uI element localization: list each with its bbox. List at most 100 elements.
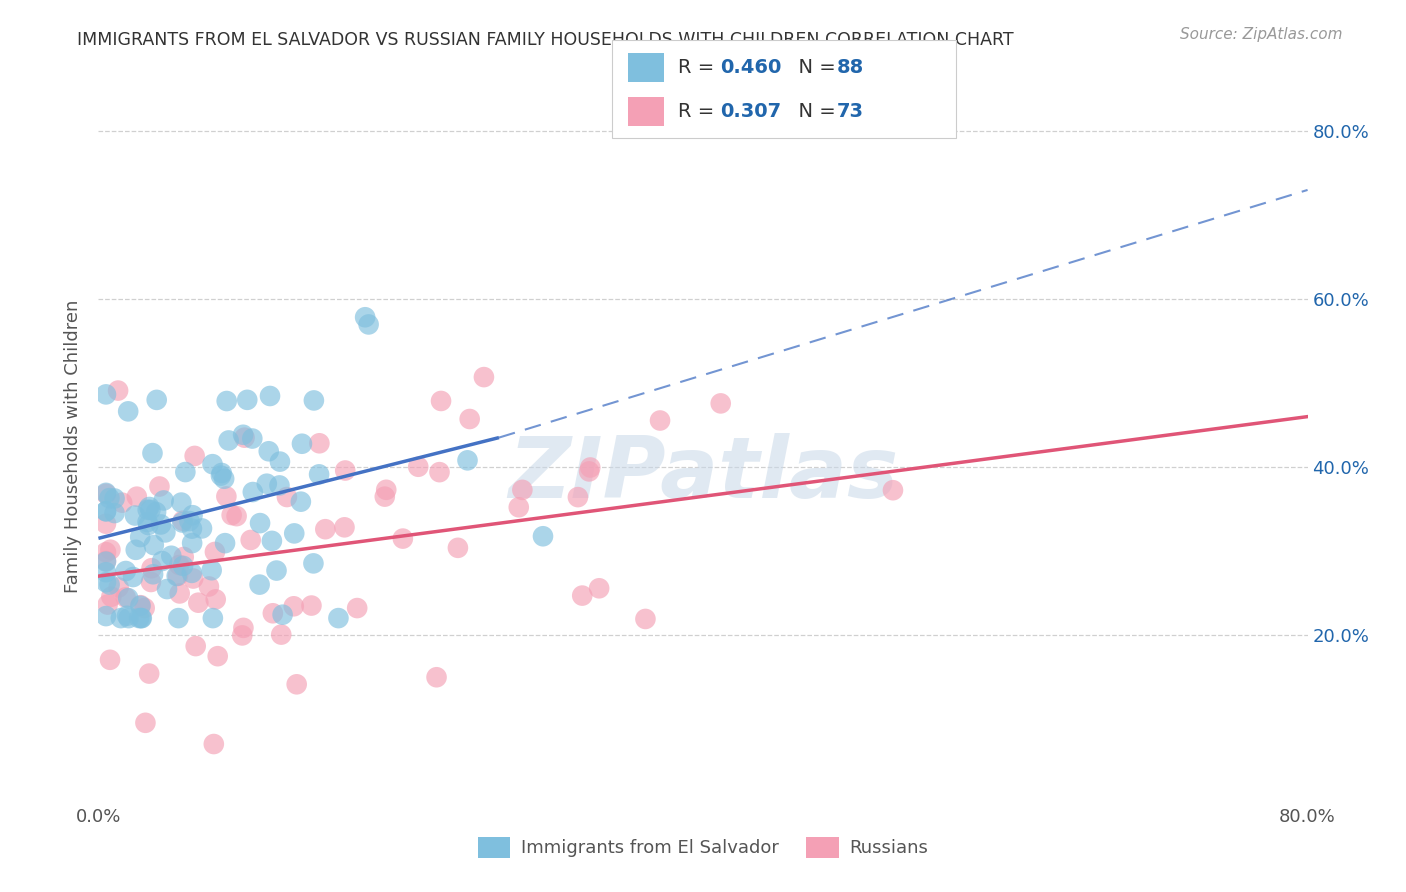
- Point: [100, 542, 122, 557]
- Point: [94, 545, 117, 559]
- Point: [98, 577, 121, 591]
- Point: [335, 463, 357, 477]
- Text: 88: 88: [837, 58, 863, 77]
- Point: [375, 483, 398, 497]
- Point: [115, 608, 138, 623]
- Point: [98, 491, 121, 505]
- Point: [138, 666, 160, 681]
- Point: [406, 459, 429, 474]
- Text: Source: ZipAtlas.com: Source: ZipAtlas.com: [1180, 27, 1343, 42]
- Point: [202, 737, 225, 751]
- Point: [257, 444, 280, 458]
- Point: [232, 427, 254, 442]
- Point: [221, 508, 243, 522]
- Point: [333, 520, 356, 534]
- Point: [184, 639, 207, 653]
- Point: [218, 434, 240, 448]
- Point: [103, 506, 125, 520]
- Point: [141, 561, 163, 575]
- Point: [172, 516, 194, 530]
- Point: [314, 522, 336, 536]
- Point: [187, 596, 209, 610]
- Point: [138, 500, 160, 514]
- Point: [710, 396, 733, 410]
- Point: [232, 621, 254, 635]
- Point: [214, 536, 236, 550]
- Point: [270, 627, 292, 641]
- Point: [131, 611, 153, 625]
- Point: [170, 495, 193, 509]
- Point: [129, 598, 152, 612]
- Point: [124, 508, 146, 523]
- Point: [240, 432, 263, 446]
- Point: [180, 566, 202, 580]
- Point: [357, 318, 380, 332]
- Point: [198, 579, 221, 593]
- Text: 0.307: 0.307: [720, 103, 780, 121]
- Point: [148, 479, 170, 493]
- Point: [276, 490, 298, 504]
- Point: [183, 449, 205, 463]
- Point: [285, 677, 308, 691]
- Point: [181, 508, 204, 523]
- Point: [179, 514, 201, 528]
- Point: [142, 567, 165, 582]
- Point: [94, 575, 117, 590]
- Point: [204, 592, 226, 607]
- Point: [472, 370, 495, 384]
- Point: [425, 670, 447, 684]
- Point: [152, 493, 174, 508]
- Text: N =: N =: [786, 58, 842, 77]
- Point: [138, 518, 160, 533]
- Point: [579, 460, 602, 475]
- Point: [266, 564, 288, 578]
- Point: [374, 490, 396, 504]
- Point: [100, 590, 122, 604]
- Point: [578, 464, 600, 478]
- Point: [122, 570, 145, 584]
- Point: [249, 516, 271, 530]
- Point: [141, 446, 163, 460]
- Point: [308, 467, 330, 482]
- Point: [301, 599, 323, 613]
- Point: [97, 598, 120, 612]
- Point: [155, 525, 177, 540]
- Point: [211, 466, 233, 480]
- Text: ZIPatlas: ZIPatlas: [508, 433, 898, 516]
- Point: [204, 545, 226, 559]
- Point: [882, 483, 904, 498]
- Point: [201, 563, 224, 577]
- Point: [107, 581, 129, 595]
- Point: [107, 384, 129, 398]
- Point: [290, 494, 312, 508]
- Text: N =: N =: [786, 103, 842, 121]
- Point: [139, 503, 162, 517]
- Point: [262, 607, 284, 621]
- Point: [114, 564, 136, 578]
- Text: IMMIGRANTS FROM EL SALVADOR VS RUSSIAN FAMILY HOUSEHOLDS WITH CHILDREN CORRELATI: IMMIGRANTS FROM EL SALVADOR VS RUSSIAN F…: [77, 31, 1014, 49]
- Point: [328, 611, 350, 625]
- Point: [236, 392, 259, 407]
- Point: [128, 611, 150, 625]
- Point: [173, 549, 195, 564]
- Point: [94, 487, 117, 501]
- Point: [129, 530, 152, 544]
- Point: [207, 649, 229, 664]
- Point: [134, 601, 156, 615]
- Point: [634, 612, 657, 626]
- Point: [271, 607, 294, 622]
- Point: [117, 611, 139, 625]
- Point: [512, 483, 534, 497]
- Point: [239, 533, 262, 547]
- Point: [508, 500, 530, 515]
- Point: [260, 533, 283, 548]
- Y-axis label: Family Households with Children: Family Households with Children: [65, 300, 83, 592]
- Point: [209, 468, 232, 483]
- Point: [212, 472, 235, 486]
- Point: [167, 558, 190, 572]
- Point: [94, 504, 117, 518]
- Point: [571, 589, 593, 603]
- Point: [354, 310, 377, 325]
- Legend: Immigrants from El Salvador, Russians: Immigrants from El Salvador, Russians: [471, 830, 935, 865]
- Point: [181, 572, 204, 586]
